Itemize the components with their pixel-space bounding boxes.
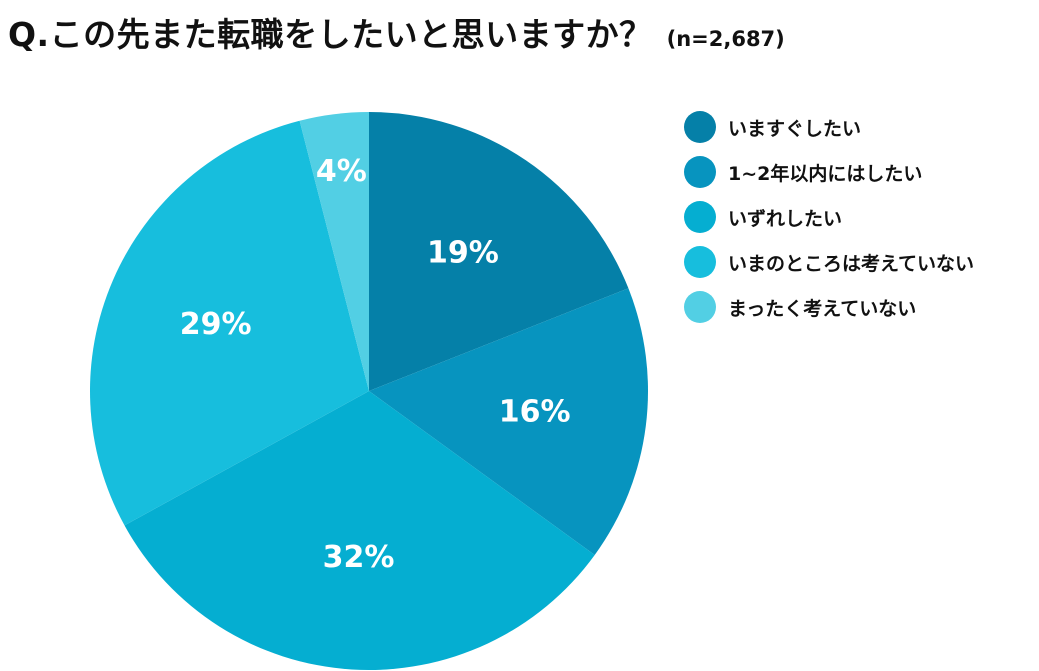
pie-slice-4 bbox=[90, 120, 370, 526]
legend-item-3: いずれしたい bbox=[684, 201, 974, 233]
slice-value-label-4: 29% bbox=[180, 307, 252, 342]
legend-swatch-4 bbox=[684, 246, 716, 278]
question-text: Q.この先また転職をしたいと思いますか？ bbox=[8, 15, 653, 54]
slice-value-label-1: 19% bbox=[427, 235, 499, 270]
legend-label-1: いますぐしたい bbox=[728, 117, 862, 140]
legend-label-3: いずれしたい bbox=[728, 207, 843, 230]
pie-slice-2 bbox=[369, 288, 649, 555]
sample-size: (n=2,687) bbox=[666, 27, 785, 51]
legend-label-2: 1~2年以内にはしたい bbox=[728, 162, 923, 185]
legend-swatch-2 bbox=[684, 156, 716, 188]
legend-label-5: まったく考えていない bbox=[728, 297, 917, 320]
pie-slice-5 bbox=[299, 112, 369, 391]
slice-value-label-5: 4% bbox=[316, 154, 367, 189]
legend-item-5: まったく考えていない bbox=[684, 291, 974, 323]
pie-slice-1 bbox=[369, 112, 629, 391]
slice-value-label-3: 32% bbox=[323, 540, 395, 575]
legend-swatch-1 bbox=[684, 111, 716, 143]
legend-item-2: 1~2年以内にはしたい bbox=[684, 156, 974, 188]
legend: いますぐしたい 1~2年以内にはしたい いずれしたいいまのところは考えていない まった… bbox=[684, 111, 975, 337]
legend-swatch-5 bbox=[684, 291, 716, 323]
legend-swatch-3 bbox=[684, 201, 716, 233]
legend-item-4: いまのところは考えていない bbox=[684, 246, 975, 278]
pie-slice-3 bbox=[124, 391, 595, 671]
legend-label-4: いまのところは考えていない bbox=[728, 252, 975, 275]
legend-item-1: いますぐしたい bbox=[684, 111, 974, 143]
chart-title: Q.この先また転職をしたいと思いますか？ (n=2,687) bbox=[8, 8, 785, 58]
slice-value-label-2: 16% bbox=[499, 394, 571, 429]
